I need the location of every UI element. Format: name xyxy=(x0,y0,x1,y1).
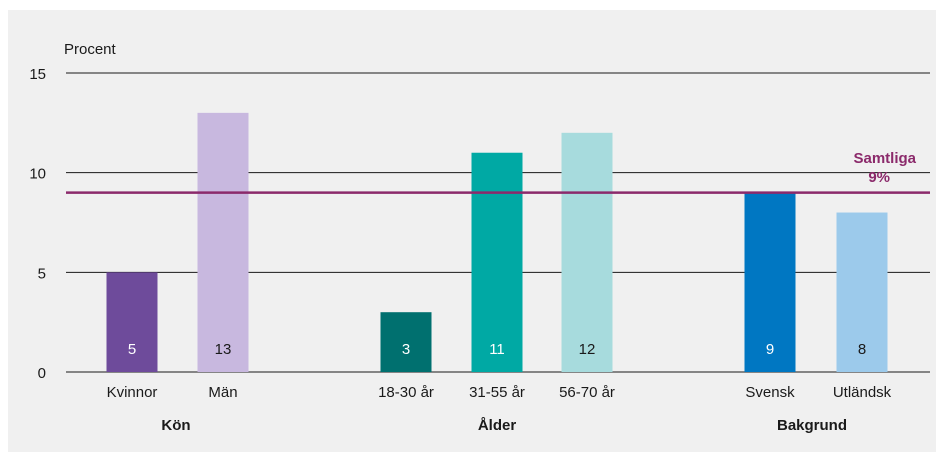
y-axis-label: Procent xyxy=(64,41,117,58)
y-tick-label-10: 10 xyxy=(29,166,46,183)
reference-label-line1: Samtliga xyxy=(853,150,916,167)
data-label: 5 xyxy=(128,341,136,358)
data-label: 8 xyxy=(858,341,866,358)
group-label: Bakgrund xyxy=(777,417,847,434)
x-category-label: Utländsk xyxy=(833,384,892,401)
data-label: 13 xyxy=(215,341,232,358)
x-category-label: 56-70 år xyxy=(559,384,615,401)
x-category-label: Män xyxy=(208,384,237,401)
x-category-label: 31-55 år xyxy=(469,384,525,401)
group-labels: Kön Ålder Bakgrund xyxy=(161,417,847,434)
y-tick-label-0: 0 xyxy=(38,365,46,382)
x-category-label: Kvinnor xyxy=(107,384,158,401)
x-category-label: 18-30 år xyxy=(378,384,434,401)
x-category-label: Svensk xyxy=(745,384,795,401)
y-axis-ticks: 0 5 10 15 xyxy=(29,66,46,382)
bar-31-55-år xyxy=(472,153,523,372)
category-labels: Kvinnor Män 18-30 år 31-55 år 56-70 år Svensk… xyxy=(107,384,892,401)
y-tick-label-5: 5 xyxy=(38,265,46,282)
data-label: 11 xyxy=(489,341,505,358)
data-label: 3 xyxy=(402,341,410,358)
reference-label-line2: 9% xyxy=(868,169,890,186)
data-label: 9 xyxy=(766,341,774,358)
data-label: 12 xyxy=(579,341,596,358)
group-label: Ålder xyxy=(478,417,517,434)
group-label: Kön xyxy=(161,417,190,434)
bar-män xyxy=(198,113,249,372)
bars: 5 13 3 11 12 9 8 xyxy=(107,113,888,372)
bar-56-70-år xyxy=(562,133,613,372)
y-tick-label-15: 15 xyxy=(29,66,46,83)
